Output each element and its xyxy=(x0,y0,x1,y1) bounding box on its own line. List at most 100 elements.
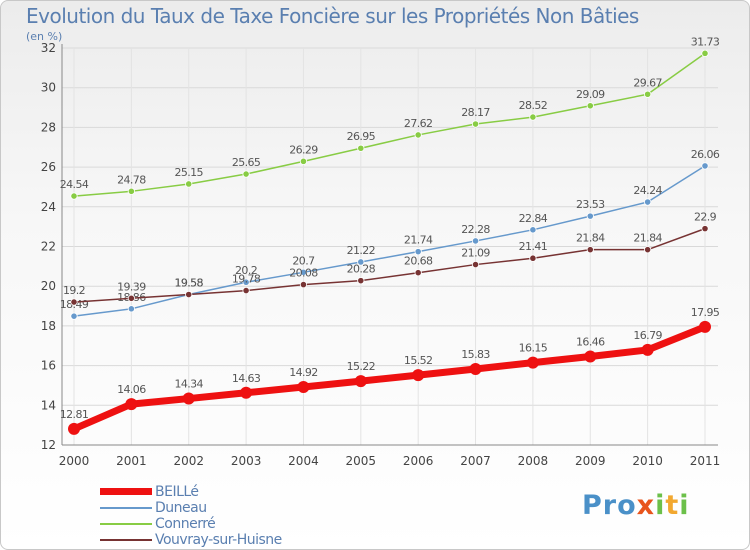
x-tick-label: 2008 xyxy=(518,454,549,468)
x-tick-label: 2010 xyxy=(632,454,663,468)
series-0-data-label: 16.79 xyxy=(633,329,662,342)
series-3-point xyxy=(701,225,709,233)
series-2-data-label: 28.52 xyxy=(519,99,548,112)
series-1-data-label: 21.74 xyxy=(404,234,433,247)
series-3-data-label: 20.28 xyxy=(347,263,376,276)
series-2-point xyxy=(471,120,480,128)
series-2-point xyxy=(357,144,365,152)
x-tick-label: 2003 xyxy=(231,454,262,468)
series-1-point xyxy=(586,212,594,220)
proxiti-logo: Proxiti xyxy=(582,490,690,521)
series-3-data-label: 21.84 xyxy=(633,232,662,245)
series-0-point xyxy=(641,343,654,356)
series-2-point xyxy=(586,102,594,110)
series-0-data-label: 14.63 xyxy=(232,372,261,385)
y-tick-label: 20 xyxy=(41,279,56,293)
legend-label-connerre: Connerré xyxy=(155,516,216,532)
series-0-data-label: 15.22 xyxy=(347,360,376,373)
logo-part-3: i xyxy=(655,490,666,521)
x-tick-label: 2005 xyxy=(346,454,377,468)
series-2-data-label: 24.54 xyxy=(60,178,89,191)
series-3-point xyxy=(529,254,537,262)
series-2-data-label: 28.17 xyxy=(461,106,490,119)
series-2-data-label: 29.67 xyxy=(633,76,662,89)
series-0-data-label: 15.83 xyxy=(461,348,490,361)
series-2-data-label: 25.65 xyxy=(232,156,261,169)
series-3-data-label: 20.08 xyxy=(289,267,318,280)
x-tick-label: 2002 xyxy=(173,454,204,468)
series-3-data-label: 20.68 xyxy=(404,255,433,268)
x-tick-label: 2009 xyxy=(575,454,606,468)
series-1-data-label: 21.22 xyxy=(347,244,376,257)
series-0-data-label: 15.52 xyxy=(404,354,433,367)
series-1-data-label: 22.84 xyxy=(519,212,548,225)
y-tick-label: 26 xyxy=(41,160,56,174)
series-1-point xyxy=(242,278,250,286)
series-1-point xyxy=(70,312,78,320)
series-3-data-label: 19.58 xyxy=(174,277,203,290)
y-tick-label: 30 xyxy=(41,81,56,95)
series-2-data-label: 24.78 xyxy=(117,173,146,186)
series-2-point xyxy=(70,192,78,200)
series-0-data-label: 16.15 xyxy=(519,342,548,355)
series-2-point xyxy=(414,131,422,139)
series-0-data-label: 12.81 xyxy=(60,408,89,421)
series-0-point xyxy=(412,369,425,382)
series-0-point xyxy=(68,422,80,435)
series-1-point xyxy=(701,162,709,170)
logo-part-2: x xyxy=(636,490,656,521)
series-0-data-label: 17.95 xyxy=(691,306,720,319)
x-tick-label: 2006 xyxy=(403,454,434,468)
series-3-point xyxy=(70,298,78,306)
legend-label-beille: BEILLé xyxy=(155,484,199,500)
series-1-point xyxy=(529,226,537,234)
series-2-data-label: 26.29 xyxy=(289,143,318,156)
logo-part-4: t xyxy=(665,490,680,521)
series-3-data-label: 19.39 xyxy=(117,280,146,293)
series-3-data-label: 22.9 xyxy=(694,211,717,224)
series-3-point xyxy=(299,281,308,289)
series-1-data-label: 20.2 xyxy=(235,264,257,277)
logo-part-1: Pro xyxy=(582,490,637,521)
series-2-line xyxy=(73,52,706,197)
series-3-data-label: 19.78 xyxy=(232,273,261,286)
series-1-point xyxy=(471,237,480,245)
chart-subtitle: (en %) xyxy=(26,30,63,43)
series-0-point xyxy=(240,386,253,399)
series-1-point xyxy=(127,305,135,313)
series-3-point xyxy=(471,260,480,269)
x-tick-label: 2011 xyxy=(690,454,721,468)
series-2-point xyxy=(299,157,308,165)
y-tick-label: 32 xyxy=(41,41,56,55)
series-3-point xyxy=(414,269,422,277)
series-0-point xyxy=(526,356,539,369)
x-tick-label: 2007 xyxy=(460,454,491,468)
series-2-point xyxy=(242,170,250,178)
series-0-point xyxy=(584,350,597,363)
series-2-data-label: 31.73 xyxy=(691,35,720,48)
series-3-data-label: 21.09 xyxy=(461,247,490,260)
series-3-point xyxy=(644,246,652,254)
series-2-data-label: 29.09 xyxy=(576,88,605,101)
series-0-data-label: 16.46 xyxy=(576,335,605,348)
series-1-line xyxy=(73,165,706,317)
series-1-point xyxy=(644,198,652,206)
x-tick-label: 2004 xyxy=(288,454,319,468)
x-tick-label: 2000 xyxy=(59,454,90,468)
series-3-point xyxy=(242,286,250,295)
y-tick-label: 14 xyxy=(41,398,56,412)
series-2-data-label: 26.95 xyxy=(347,130,376,143)
series-3-line xyxy=(73,227,706,303)
series-3-point xyxy=(185,290,193,299)
series-2-point xyxy=(185,180,193,188)
legend-swatch-vouvray xyxy=(100,539,152,541)
series-0-data-label: 14.92 xyxy=(289,366,318,379)
legend-swatch-beille xyxy=(100,488,152,495)
series-2-data-label: 27.62 xyxy=(404,117,433,130)
series-1-data-label: 20.7 xyxy=(292,254,315,267)
series-3-point xyxy=(586,246,594,254)
series-1-data-label: 24.24 xyxy=(633,184,662,197)
series-1-point xyxy=(414,248,422,256)
